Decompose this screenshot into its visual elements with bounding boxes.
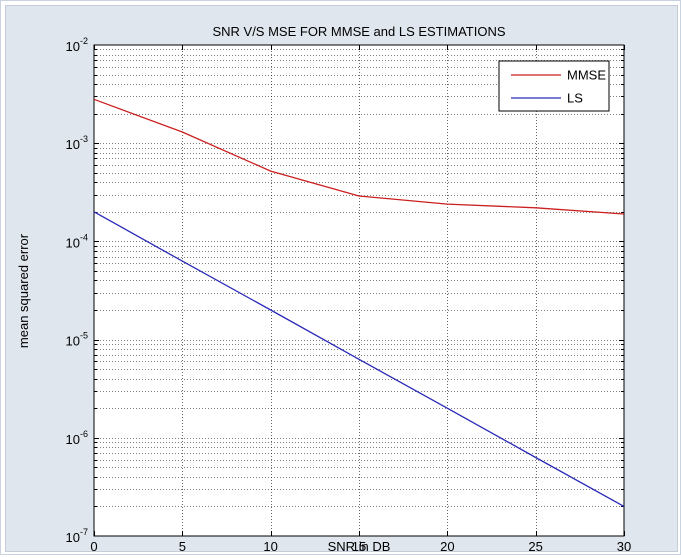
x-tick-label: 20 <box>440 539 454 553</box>
y-tick-label: 10-5 <box>66 331 88 349</box>
x-tick-label: 10 <box>263 539 277 553</box>
x-axis-label: SNR in DB <box>328 539 391 553</box>
chart-title: SNR V/S MSE FOR MMSE and LS ESTIMATIONS <box>212 24 505 39</box>
y-axis-label: mean squared error <box>16 233 31 348</box>
y-tick-label: 10-2 <box>66 36 88 54</box>
x-tick-label: 5 <box>179 539 186 553</box>
x-tick-label: 25 <box>528 539 542 553</box>
legend-label-ls: LS <box>567 91 583 106</box>
y-tick-label: 10-6 <box>66 429 88 447</box>
y-tick-label: 10-3 <box>66 134 88 152</box>
figure-background: 0 5 10 15 20 25 30 10-7 10-6 10-5 10-4 10-3 10-2 SNR… <box>5 5 678 552</box>
y-tick-label: 10-4 <box>66 232 88 250</box>
legend-label-mmse: MMSE <box>567 68 606 83</box>
y-tick-label: 10-7 <box>66 527 88 545</box>
legend: MMSE LS <box>499 61 609 111</box>
x-tick-label: 30 <box>617 539 631 553</box>
x-tick-label: 0 <box>90 539 97 553</box>
